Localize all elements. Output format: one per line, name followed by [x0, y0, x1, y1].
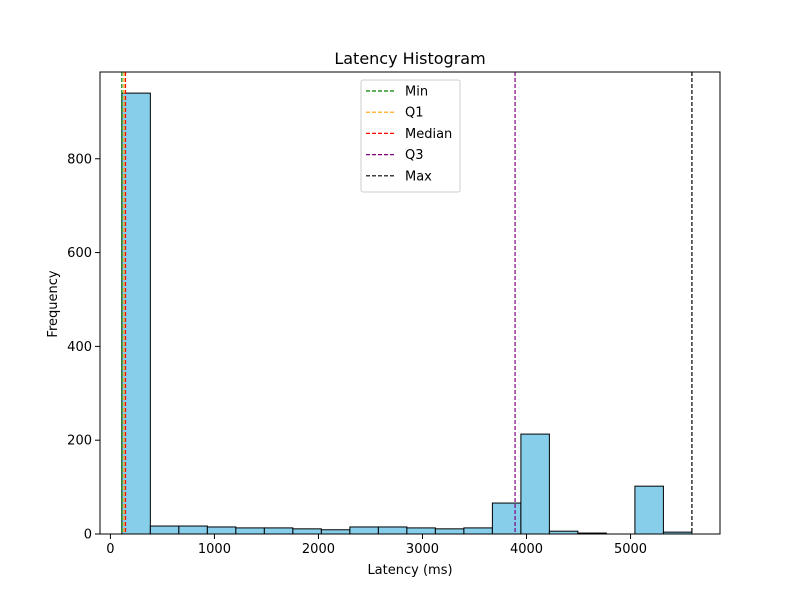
- histogram-bar: [121, 92, 151, 535]
- histogram-bar: [434, 528, 465, 535]
- chart-title: Latency Histogram: [334, 49, 485, 68]
- histogram-bar: [463, 527, 493, 535]
- plot-area: 0 1000 2000 3000 4000 5000 0 200 400 600 800: [67, 71, 721, 557]
- histogram-bar: [491, 502, 522, 535]
- histogram-bar: [634, 485, 664, 535]
- legend-label-q1: Q1: [405, 106, 424, 121]
- histogram-bar: [178, 525, 208, 535]
- legend-label-max: Max: [405, 169, 432, 184]
- histogram-bar: [149, 525, 180, 535]
- legend: Min Q1 Median Q3 Max: [360, 79, 461, 193]
- y-tick-label: 600: [67, 246, 92, 261]
- histogram-bar: [406, 527, 436, 535]
- y-tick-label: 200: [67, 434, 92, 449]
- y-axis-label: Frequency: [46, 270, 61, 337]
- histogram-bar: [263, 527, 294, 535]
- x-tick-label: 5000: [614, 542, 647, 557]
- histogram-bar: [206, 526, 237, 535]
- histogram-bar: [292, 528, 322, 535]
- legend-label-min: Min: [405, 85, 428, 100]
- x-tick-label: 3000: [406, 542, 439, 557]
- axes-frame: [99, 71, 721, 535]
- histogram-bar: [349, 526, 379, 535]
- histogram-bar: [377, 526, 408, 535]
- x-tick-label: 4000: [510, 542, 543, 557]
- x-tick-label: 2000: [302, 542, 335, 557]
- x-tick-label: 1000: [198, 542, 231, 557]
- histogram-bar: [235, 527, 265, 535]
- histogram-bar: [320, 529, 351, 535]
- y-tick-label: 400: [67, 340, 92, 355]
- legend-box: [360, 79, 461, 193]
- histogram-bar: [520, 433, 550, 535]
- x-axis-label: Latency (ms): [367, 563, 452, 578]
- x-tick-label: 0: [106, 542, 114, 557]
- legend-label-median: Median: [405, 127, 452, 142]
- y-tick-label: 0: [84, 528, 92, 543]
- y-tick-label: 800: [67, 152, 92, 167]
- legend-label-q3: Q3: [405, 148, 424, 163]
